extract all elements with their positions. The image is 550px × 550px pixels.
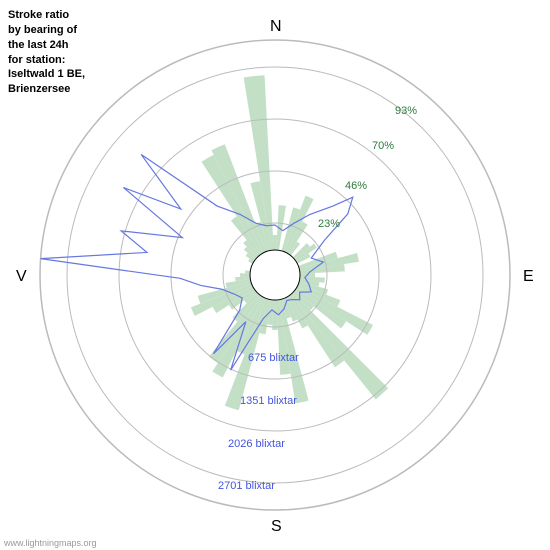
ring-label-count-0: 675 blixtar: [248, 352, 299, 364]
cardinal-e: E: [523, 268, 534, 286]
cardinal-s: S: [271, 518, 282, 536]
ring-label-pct-2: 46%: [345, 180, 367, 192]
cardinal-n: N: [270, 18, 282, 36]
cardinal-v: V: [16, 268, 27, 286]
ring-label-count-1: 1351 blixtar: [240, 395, 297, 407]
chart-title: Stroke ratio by bearing of the last 24h …: [8, 8, 85, 97]
ring-label-pct-3: 23%: [318, 218, 340, 230]
ring-label-pct-0: 93%: [395, 105, 417, 117]
ring-label-count-3: 2701 blixtar: [218, 480, 275, 492]
ring-label-pct-1: 70%: [372, 140, 394, 152]
ring-label-count-2: 2026 blixtar: [228, 438, 285, 450]
footer-credit: www.lightningmaps.org: [4, 538, 97, 548]
